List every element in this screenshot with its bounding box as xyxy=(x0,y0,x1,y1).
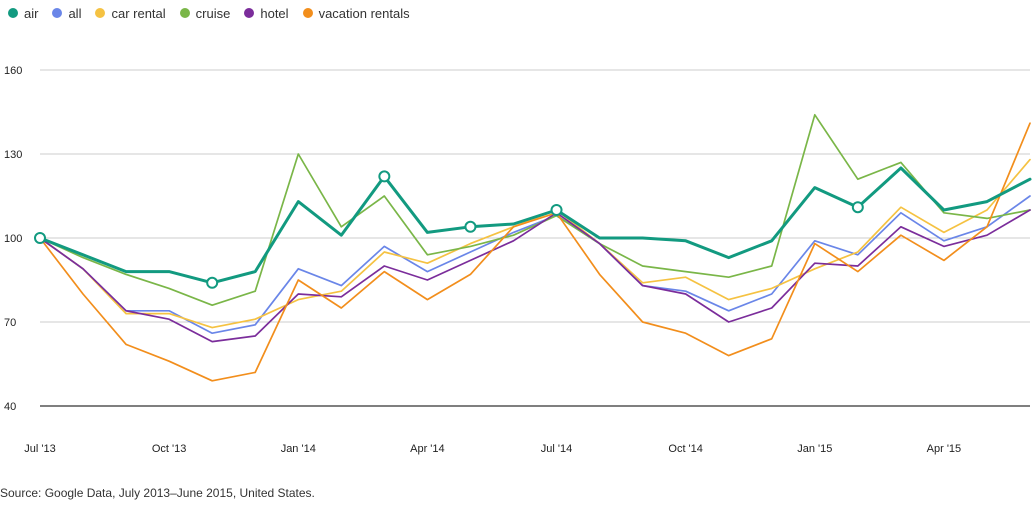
point-air-feb-15[interactable] xyxy=(851,201,864,214)
x-tick-label-oct-14: Oct '14 xyxy=(668,443,703,455)
legend-label: car rental xyxy=(111,5,166,21)
source-note: Source: Google Data, July 2013–June 2015… xyxy=(0,486,315,500)
y-tick-label-130: 130 xyxy=(4,149,22,161)
legend-label: hotel xyxy=(260,5,289,21)
series-markers xyxy=(34,170,864,289)
x-tick-labels: Jul '13 Oct '13 Jan '14 Apr '14 Jul '14 Oct '… xyxy=(24,443,961,455)
x-tick-label-oct-13: Oct '13 xyxy=(152,443,187,455)
point-air-may-14[interactable] xyxy=(464,220,477,233)
y-tick-label-40: 40 xyxy=(4,401,16,413)
legend-swatch-icon xyxy=(302,8,313,18)
legend: air all car rental cruise hotel vacation rent… xyxy=(8,4,424,22)
y-tick-label-100: 100 xyxy=(4,233,22,245)
x-tick-label-jul-13: Jul '13 xyxy=(24,443,55,455)
series-line-cruise xyxy=(39,113,1031,307)
x-tick-label-jul-14: Jul '14 xyxy=(541,443,572,455)
legend-label: cruise xyxy=(195,5,231,21)
y-tick-label-160: 160 xyxy=(4,65,22,77)
legend-label: all xyxy=(68,5,82,21)
series-line-hotel xyxy=(39,209,1031,343)
series-line-vacation-rentals xyxy=(39,122,1031,382)
legend-label: vacation rentals xyxy=(318,5,410,21)
y-tick-label-70: 70 xyxy=(4,317,16,329)
legend-swatch-icon xyxy=(179,8,190,18)
series-lines xyxy=(38,113,1032,382)
point-air-nov-13[interactable] xyxy=(206,276,219,289)
x-tick-label-apr-14: Apr '14 xyxy=(410,443,445,455)
legend-swatch-icon xyxy=(95,8,106,18)
legend-swatch-icon xyxy=(52,8,63,18)
y-tick-labels: 40 70 100 130 160 xyxy=(4,65,22,413)
x-tick-label-jan-15: Jan '15 xyxy=(797,443,832,455)
legend-item-vacation-rentals[interactable]: vacation rentals xyxy=(302,5,410,21)
point-air-mar-14[interactable] xyxy=(378,170,391,183)
x-tick-label-jan-14: Jan '14 xyxy=(281,443,316,455)
legend-item-all[interactable]: all xyxy=(52,6,81,21)
x-tick-label-apr-15: Apr '15 xyxy=(927,443,962,455)
legend-item-hotel[interactable]: hotel xyxy=(244,5,289,21)
series-line-air xyxy=(38,166,1032,285)
legend-label: air xyxy=(24,5,39,21)
grid-lines xyxy=(40,69,1030,407)
legend-item-cruise[interactable]: cruise xyxy=(179,5,231,21)
series-line-all xyxy=(39,195,1031,335)
legend-swatch-icon xyxy=(8,8,18,18)
point-air-jul-13[interactable] xyxy=(34,232,46,244)
point-air-jul-14[interactable] xyxy=(550,204,563,216)
legend-swatch-icon xyxy=(244,8,255,18)
legend-item-car-rental[interactable]: car rental xyxy=(95,5,166,21)
legend-item-air[interactable]: air xyxy=(8,6,38,21)
